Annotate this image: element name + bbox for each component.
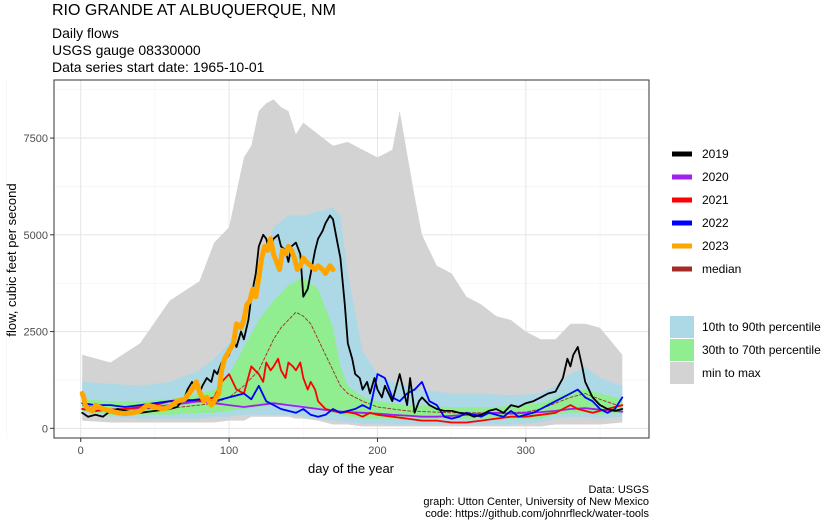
band-10-90-percentile	[82, 207, 623, 425]
y-tick-label: 0	[42, 423, 48, 435]
y-tick-label: 2500	[24, 327, 48, 339]
chart-subtitle-1: Daily flows	[52, 25, 119, 41]
plot-panel	[6, 79, 650, 439]
legend-label-2019: 2019	[702, 147, 729, 161]
legend-label-2021: 2021	[702, 193, 729, 207]
legend-label-2023: 2023	[702, 239, 729, 253]
chart-title: RIO GRANDE AT ALBUQUERQUE, NM	[52, 2, 336, 19]
caption-graph: graph: Utton Center, University of New M…	[423, 496, 649, 508]
series-line-median	[81, 311, 623, 414]
series-line-2019	[81, 214, 624, 418]
axes: 0 2500 5000 7500 0 100 200 300	[24, 133, 536, 457]
legend: 2019 2020 2021 2022 2023 median 10th to 90th p…	[670, 147, 821, 384]
legend-key-band	[670, 362, 694, 384]
x-tick-label: 300	[517, 445, 535, 457]
legend-label-2020: 2020	[702, 170, 729, 184]
legend-key-band	[670, 316, 694, 338]
panel-border	[53, 79, 650, 439]
band-min-max	[82, 99, 623, 427]
y-tick-label: 5000	[24, 230, 48, 242]
y-axis-label: flow, cubic feet per second	[4, 183, 19, 336]
band-30-70-percentile	[82, 277, 623, 419]
series-line-2023	[79, 236, 336, 417]
x-axis-label: day of the year	[308, 461, 395, 476]
caption-code: code: https://github.com/johnrfleck/wate…	[425, 508, 649, 520]
legend-label-band: min to max	[702, 366, 761, 380]
chart-subtitle-3: Data series start date: 1965-10-01	[52, 59, 265, 75]
legend-key-band	[670, 339, 694, 361]
y-tick-label: 7500	[24, 133, 48, 145]
legend-label-2022: 2022	[702, 216, 729, 230]
series-line-2022	[81, 373, 624, 420]
x-tick-label: 200	[368, 445, 386, 457]
caption-data: Data: USGS	[588, 484, 649, 496]
x-tick-label: 100	[220, 445, 238, 457]
chart-subtitle-2: USGS gauge 08330000	[52, 42, 201, 58]
legend-label-band: 30th to 70th percentile	[702, 343, 821, 357]
legend-label-median: median	[702, 262, 741, 276]
legend-label-band: 10th to 90th percentile	[702, 320, 821, 334]
x-tick-label: 0	[78, 445, 84, 457]
